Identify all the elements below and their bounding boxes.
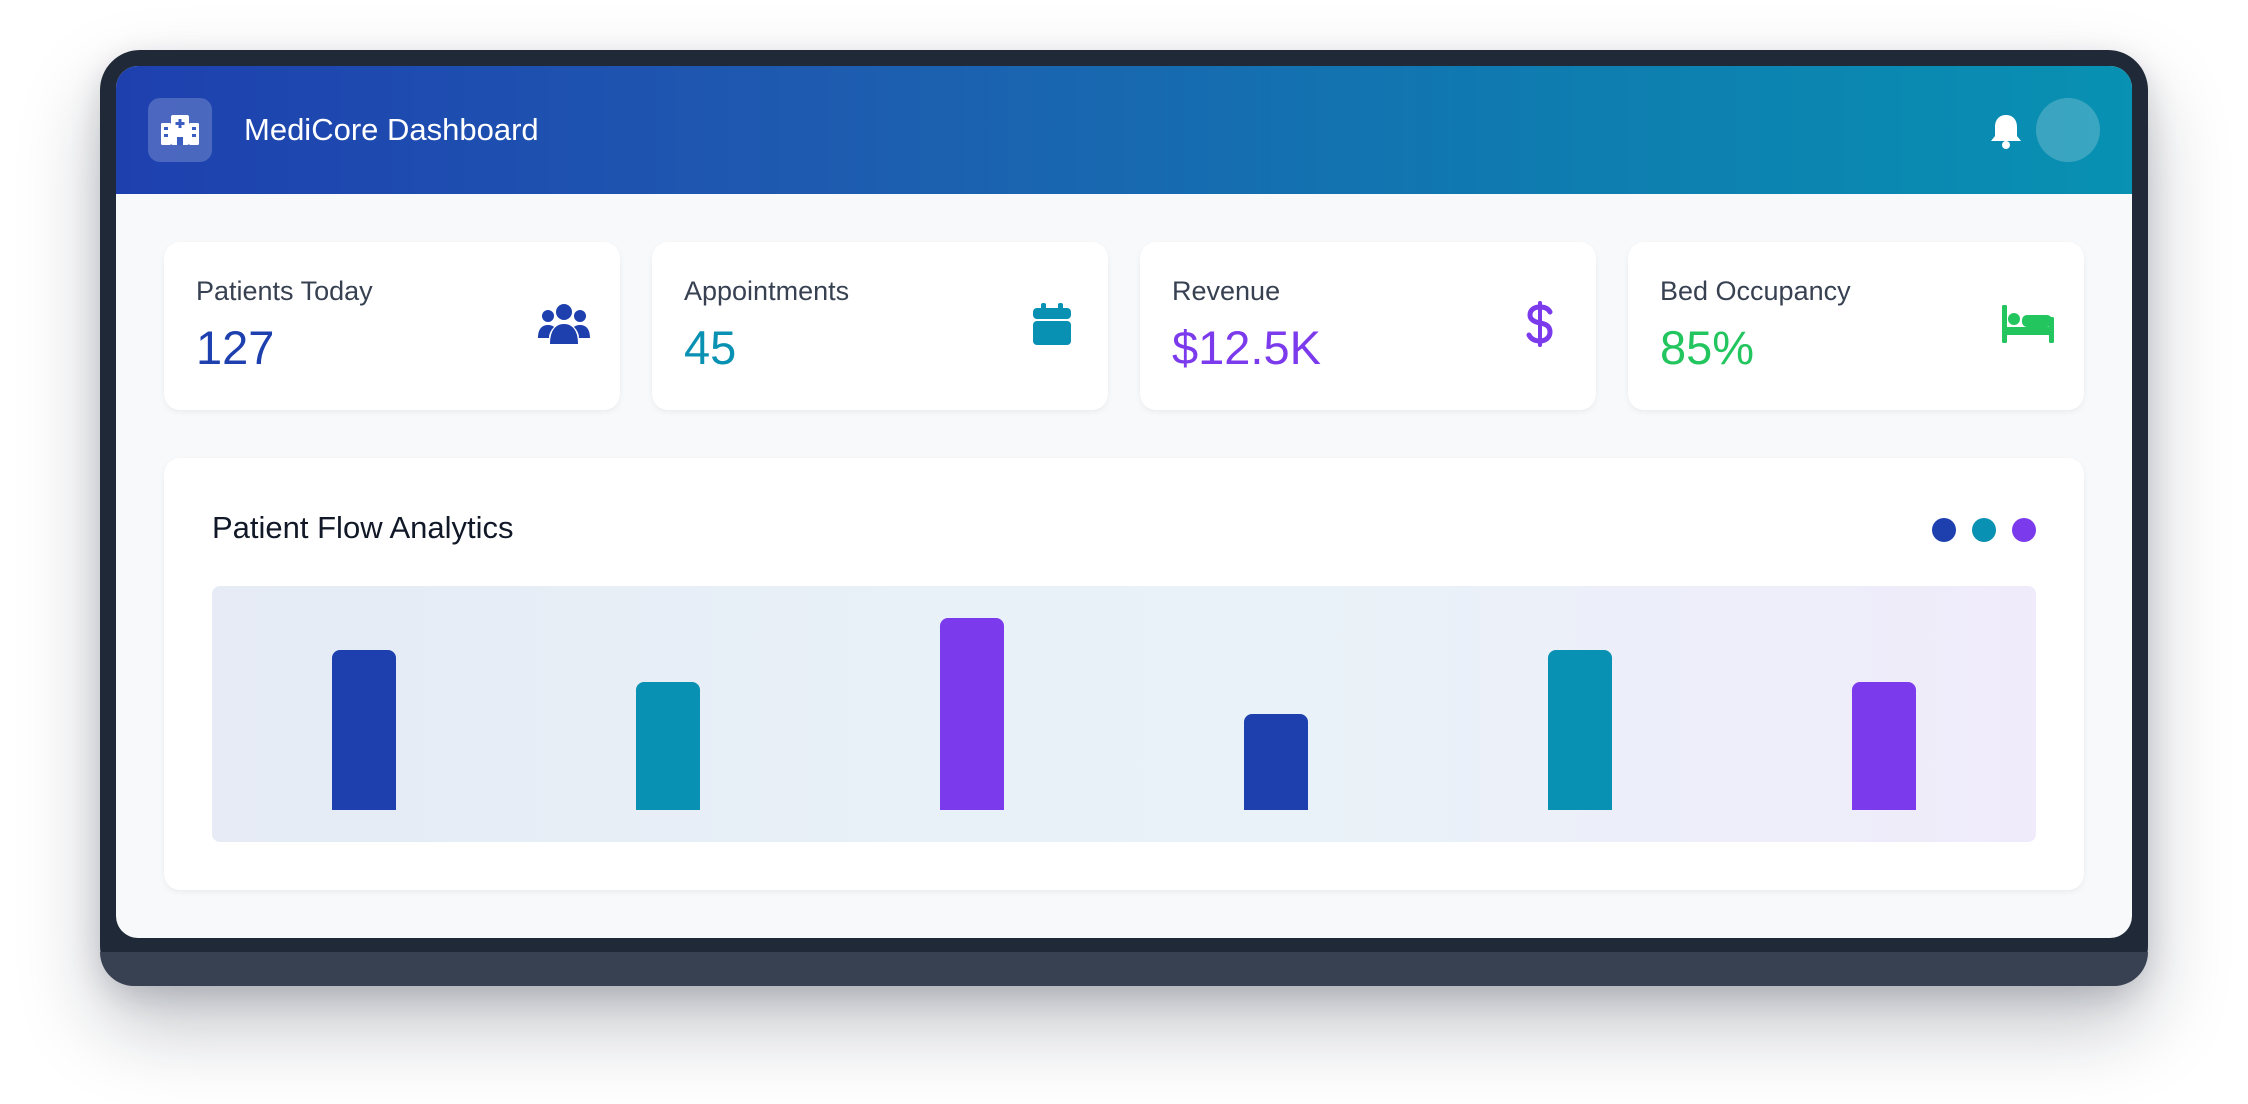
panel-title: Patient Flow Analytics xyxy=(212,510,514,545)
stat-value: $12.5K xyxy=(1172,321,1321,374)
stat-value: 45 xyxy=(684,321,737,374)
dollar-icon xyxy=(1514,298,1566,350)
stat-card-revenue: Revenue $12.5K xyxy=(1140,242,1596,410)
stat-card-bed-occupancy: Bed Occupancy 85% xyxy=(1628,242,2084,410)
calendar-icon xyxy=(1026,298,1078,350)
chart-bar xyxy=(1852,682,1916,810)
bell-icon[interactable] xyxy=(1988,112,2024,150)
device-base xyxy=(100,952,2148,986)
legend-dot xyxy=(1932,518,1956,542)
bed-icon xyxy=(2002,298,2054,350)
analytics-panel: Patient Flow Analytics xyxy=(164,458,2084,890)
avatar[interactable] xyxy=(2036,98,2100,162)
stat-label: Appointments xyxy=(684,276,850,306)
stat-label: Revenue xyxy=(1172,276,1281,306)
top-bar: MediCore Dashboard xyxy=(116,66,2132,194)
chart-bar xyxy=(636,682,700,810)
chart-bar xyxy=(940,618,1004,810)
stat-value: 85% xyxy=(1660,321,1755,374)
stat-value: 127 xyxy=(196,321,275,374)
stat-card-appointments: Appointments 45 xyxy=(652,242,1108,410)
legend-dot xyxy=(2012,518,2036,542)
device-frame: MediCore Dashboard Patients Today 127 xyxy=(100,50,2148,986)
legend-dot xyxy=(1972,518,1996,542)
bar-chart xyxy=(212,586,2036,842)
hospital-icon xyxy=(148,98,212,162)
chart-bar xyxy=(1244,714,1308,810)
app-title: MediCore Dashboard xyxy=(244,112,539,147)
stat-label: Patients Today xyxy=(196,276,373,306)
stat-label: Bed Occupancy xyxy=(1660,276,1851,306)
stat-card-patients: Patients Today 127 xyxy=(164,242,620,410)
chart-bar xyxy=(332,650,396,810)
users-icon xyxy=(538,298,590,350)
chart-bar xyxy=(1548,650,1612,810)
screen: MediCore Dashboard Patients Today 127 xyxy=(116,66,2132,938)
